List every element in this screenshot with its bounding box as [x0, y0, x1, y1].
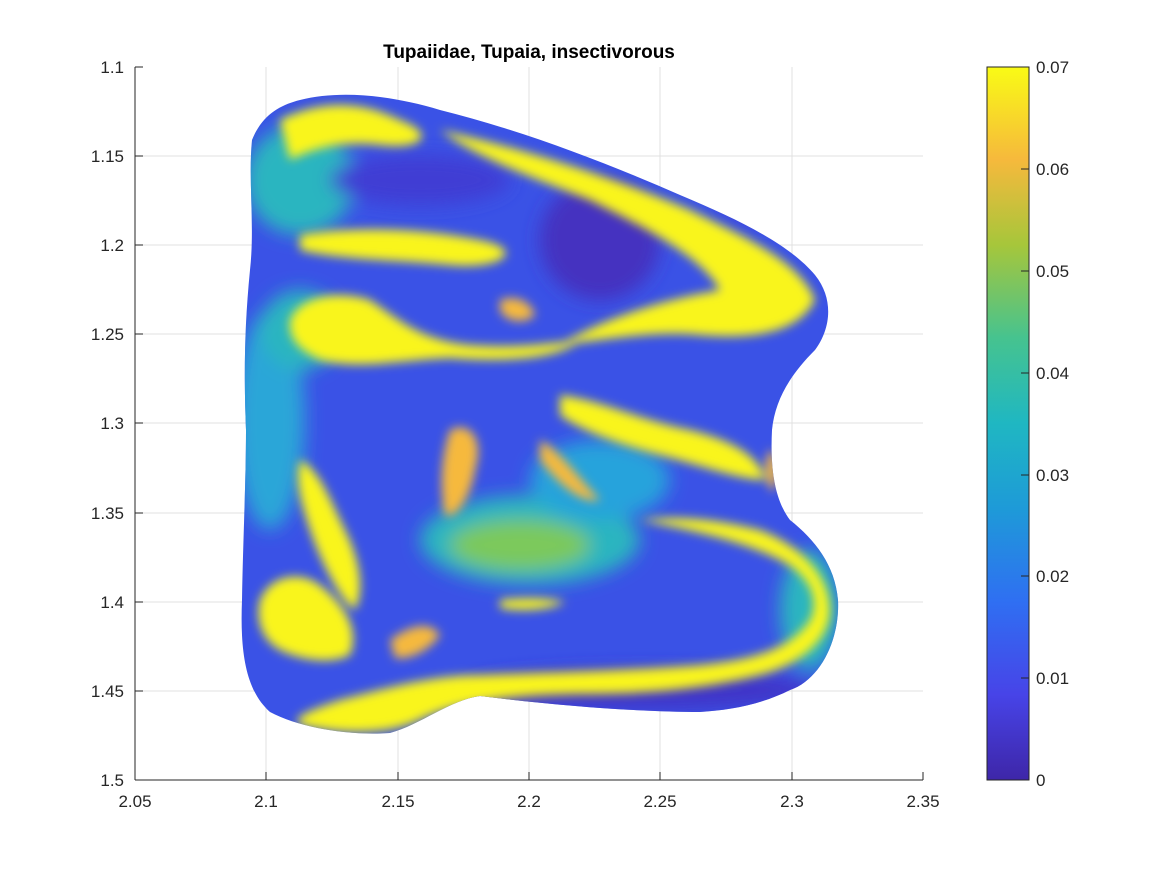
region-cyan — [530, 440, 670, 520]
colorbar-tick-label: 0 — [1036, 771, 1045, 790]
x-tick-label: 2.25 — [643, 792, 676, 811]
y-tick-label: 1.15 — [91, 147, 124, 166]
y-tick-label: 1.4 — [100, 593, 124, 612]
ridge-orange — [500, 298, 535, 322]
x-tick-label: 2.2 — [517, 792, 541, 811]
y-tick-label: 1.25 — [91, 325, 124, 344]
ridge-yellow — [560, 395, 765, 480]
colorbar-tick-label: 0.02 — [1036, 567, 1069, 586]
colorbar-tick-label: 0.01 — [1036, 669, 1069, 688]
x-tick-label: 2.1 — [254, 792, 278, 811]
ridge-orange — [441, 427, 479, 516]
colorbar-tick-label: 0.07 — [1036, 58, 1069, 77]
ridge-yellow — [500, 598, 565, 610]
region-cyan — [245, 125, 355, 235]
ridge-orange — [540, 440, 600, 501]
ridge-yellow — [280, 105, 422, 160]
region-green — [450, 520, 590, 570]
x-tick-labels: 2.05 2.1 2.15 2.2 2.25 2.3 2.35 — [118, 792, 939, 811]
chart-title: Tupaiidae, Tupaia, insectivorous — [383, 42, 675, 63]
ridge-yellow — [300, 229, 506, 266]
x-tick-label: 2.05 — [118, 792, 151, 811]
ridge-yellow — [440, 130, 815, 345]
ridge-yellow — [297, 518, 831, 732]
y-tick-label: 1.1 — [100, 58, 124, 77]
y-tick-label: 1.5 — [100, 771, 124, 790]
heatmap-surface — [241, 94, 839, 734]
region-blue — [330, 155, 510, 205]
y-tick-label: 1.45 — [91, 682, 124, 701]
x-tick-label: 2.3 — [780, 792, 804, 811]
y-tick-label: 1.2 — [100, 236, 124, 255]
y-tick-labels: 1.1 1.15 1.2 1.25 1.3 1.35 1.4 1.45 1.5 — [91, 58, 124, 790]
y-tick-label: 1.3 — [100, 414, 124, 433]
ridge-yellow — [289, 295, 580, 365]
colorbar-ticks — [1021, 66, 1029, 781]
x-tick-label: 2.35 — [906, 792, 939, 811]
ridge-yellow — [258, 576, 354, 661]
colorbar-tick-label: 0.06 — [1036, 160, 1069, 179]
colorbar-tick-label: 0.04 — [1036, 364, 1069, 383]
y-tick-label: 1.35 — [91, 504, 124, 523]
ridge-orange — [390, 625, 440, 659]
colorbar-gradient — [986, 66, 1030, 781]
colorbar-tick-label: 0.03 — [1036, 466, 1069, 485]
colorbar-tick-label: 0.05 — [1036, 262, 1069, 281]
colorbar-tick-labels: 0 0.01 0.02 0.03 0.04 0.05 0.06 0.07 — [1036, 58, 1069, 790]
colorbar: 0 0.01 0.02 0.03 0.04 0.05 0.06 0.07 — [986, 58, 1069, 790]
axis-ticks — [134, 66, 924, 781]
x-tick-label: 2.15 — [381, 792, 414, 811]
ridge-yellow — [298, 460, 361, 610]
